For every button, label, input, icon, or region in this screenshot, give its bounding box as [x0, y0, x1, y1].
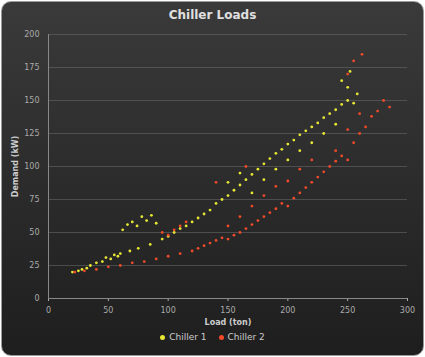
svg-text:200: 200 [280, 306, 295, 315]
svg-text:Demand (kW): Demand (kW) [11, 136, 20, 197]
svg-text:50: 50 [103, 306, 113, 315]
svg-text:50: 50 [29, 228, 39, 237]
svg-text:300: 300 [400, 306, 415, 315]
svg-text:150: 150 [24, 96, 39, 105]
svg-text:0: 0 [34, 294, 39, 303]
svg-text:150: 150 [220, 306, 235, 315]
svg-text:175: 175 [24, 63, 39, 72]
svg-text:100: 100 [161, 306, 176, 315]
svg-text:200: 200 [24, 30, 39, 39]
svg-text:Load (ton): Load (ton) [205, 318, 252, 327]
html-text:Chiller 1: Chiller 1 [169, 332, 207, 342]
html-text:Chiller Loads: Chiller Loads [168, 8, 257, 22]
svg-text:250: 250 [340, 306, 355, 315]
svg-text:75: 75 [29, 195, 39, 204]
svg-text:125: 125 [24, 129, 39, 138]
svg-text:0: 0 [46, 306, 51, 315]
html-text:Chiller 2: Chiller 2 [227, 332, 265, 342]
svg-text:100: 100 [24, 162, 39, 171]
svg-text:25: 25 [29, 261, 39, 270]
